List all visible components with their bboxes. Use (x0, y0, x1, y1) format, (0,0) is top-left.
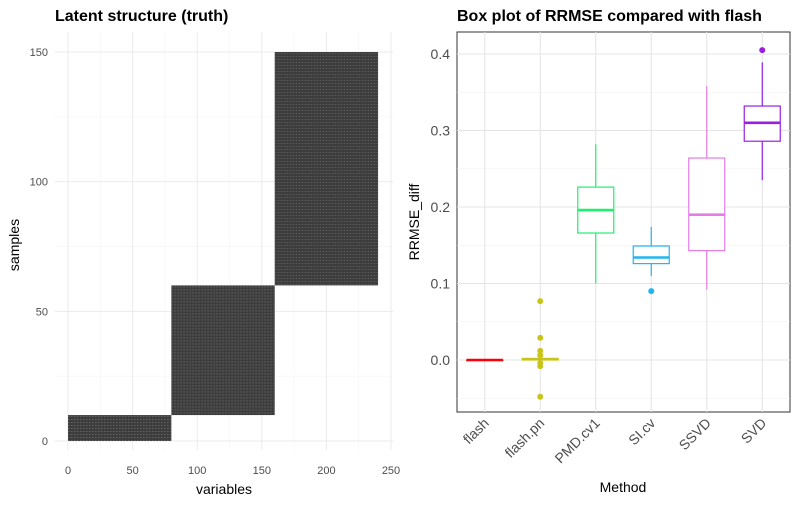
heatmap-block (171, 285, 275, 416)
box-outlier (537, 347, 544, 354)
heatmap-x-tick-label: 150 (253, 465, 271, 477)
box-outlier (537, 334, 544, 341)
heatmap-x-tick-label: 250 (382, 465, 400, 477)
heatmap-x-label: variables (196, 481, 252, 497)
box-outlier (759, 47, 766, 54)
box-outlier (537, 298, 544, 305)
box-SSVD (688, 86, 726, 290)
heatmap-block (68, 415, 172, 441)
heatmap-x-tick-label: 100 (188, 465, 206, 477)
heatmap-x-tick-label: 200 (317, 465, 335, 477)
boxplot-panel: Box plot of RRMSE compared with flash 0.… (406, 8, 791, 495)
boxplot-y-label: RRMSE_diff (406, 184, 422, 261)
boxplot-y-tick-label: 0.1 (431, 276, 451, 292)
boxplot-y-tick-label: 0.2 (431, 199, 451, 215)
boxplot-x-tick-label: SVD (738, 415, 770, 447)
heatmap-panel: Latent structure (truth) 0 50 100 150 200 250… (6, 8, 400, 497)
box-PMD.cv1 (577, 144, 615, 284)
heatmap-title: Latent structure (truth) (55, 8, 228, 25)
box-SI.cv (632, 226, 670, 295)
heatmap-block-texture (171, 286, 275, 414)
box-body (688, 157, 726, 252)
heatmap-blocks (68, 52, 379, 441)
heatmap-y-tick-label: 0 (42, 436, 48, 448)
boxplot-x-tick-label: SI.cv (625, 415, 658, 448)
box-flash.pn (521, 298, 559, 400)
heatmap-y-tick-label: 50 (36, 306, 48, 318)
boxplot-title: Box plot of RRMSE compared with flash (457, 8, 762, 25)
boxplot-boxes (466, 47, 781, 400)
heatmap-block-texture (68, 416, 172, 441)
heatmap-y-tick-label: 100 (30, 177, 48, 189)
box-outlier (648, 288, 655, 295)
box-flash (466, 358, 504, 362)
boxplot-x-tick-label: flash (460, 415, 492, 447)
box-body (632, 245, 670, 265)
box-outlier (537, 352, 544, 359)
heatmap-x-tick-label: 0 (65, 465, 71, 477)
heatmap-block-texture (274, 53, 379, 285)
heatmap-x-ticks: 0 50 100 150 200 250 (65, 465, 400, 477)
boxplot-x-ticks: flash flash.pn PMD.cv1 SI.cv SSVD SVD (460, 415, 770, 467)
heatmap-y-label: samples (6, 219, 22, 271)
boxplot-y-tick-label: 0.3 (431, 123, 451, 139)
heatmap-x-tick-label: 50 (126, 465, 138, 477)
heatmap-y-tick-label: 150 (30, 47, 48, 59)
box-outlier (537, 393, 544, 400)
box-outlier (537, 363, 544, 370)
box-SVD (743, 47, 781, 181)
boxplot-x-tick-label: flash.pn (501, 415, 547, 461)
boxplot-x-label: Method (600, 479, 647, 495)
boxplot-x-tick-label: SSVD (676, 415, 714, 453)
heatmap-block (274, 52, 379, 286)
boxplot-y-tick-label: 0.4 (431, 46, 451, 62)
boxplot-y-tick-label: 0.0 (431, 352, 451, 368)
boxplot-x-tick-label: PMD.cv1 (551, 415, 603, 467)
boxplot-plot-area (456, 31, 791, 413)
heatmap-y-ticks: 0 50 100 150 (30, 47, 48, 448)
boxplot-y-ticks: 0.0 0.1 0.2 0.3 0.4 (431, 46, 451, 368)
